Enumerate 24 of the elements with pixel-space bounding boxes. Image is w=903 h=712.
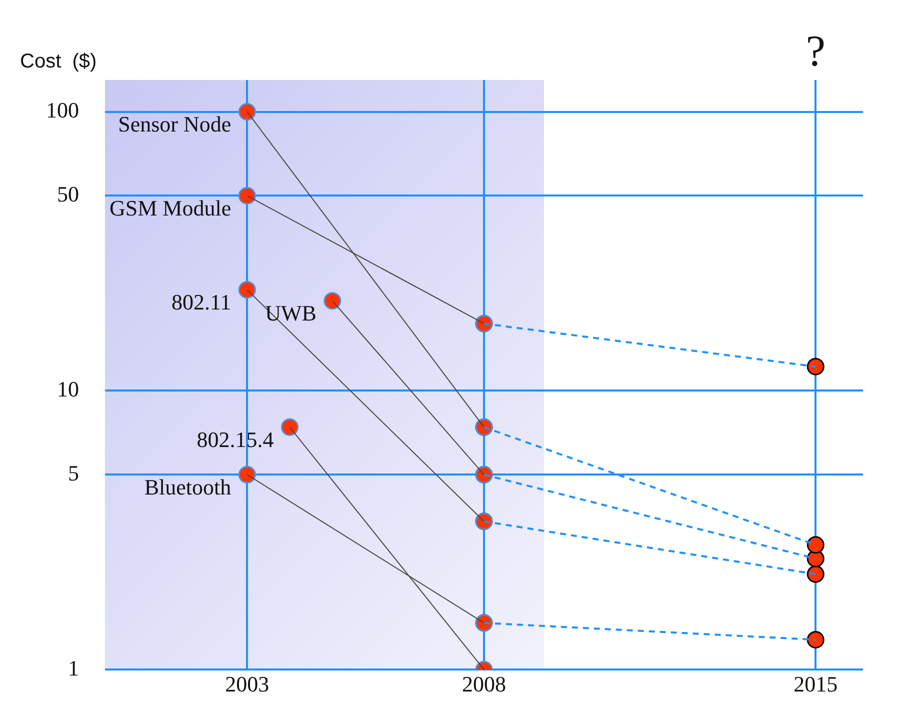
y-tick-label: 50 [57,182,79,207]
y-tick-label: 5 [68,460,79,486]
series-label: Sensor Node [118,112,232,137]
x-tick-label: 2015 [794,672,838,697]
point [238,186,256,204]
y-tick-label: 1 [68,655,79,680]
point [281,418,299,436]
point [806,565,824,583]
x-tick-label: 2003 [225,672,270,697]
point [806,358,824,376]
point [238,281,256,299]
y-tick-label: 10 [57,376,79,402]
series-label: 802.11 [171,290,232,315]
point [238,103,256,121]
series-label: GSM Module [110,196,232,221]
point [238,466,256,484]
point [806,630,824,648]
y-axis-title: Cost ($) [20,50,97,73]
series-label: Bluetooth [144,474,232,500]
point [324,292,342,310]
y-tick-label: 100 [46,98,79,123]
x-tick-label: 2008 [462,672,506,697]
point [806,536,824,554]
text: ? [806,26,826,76]
